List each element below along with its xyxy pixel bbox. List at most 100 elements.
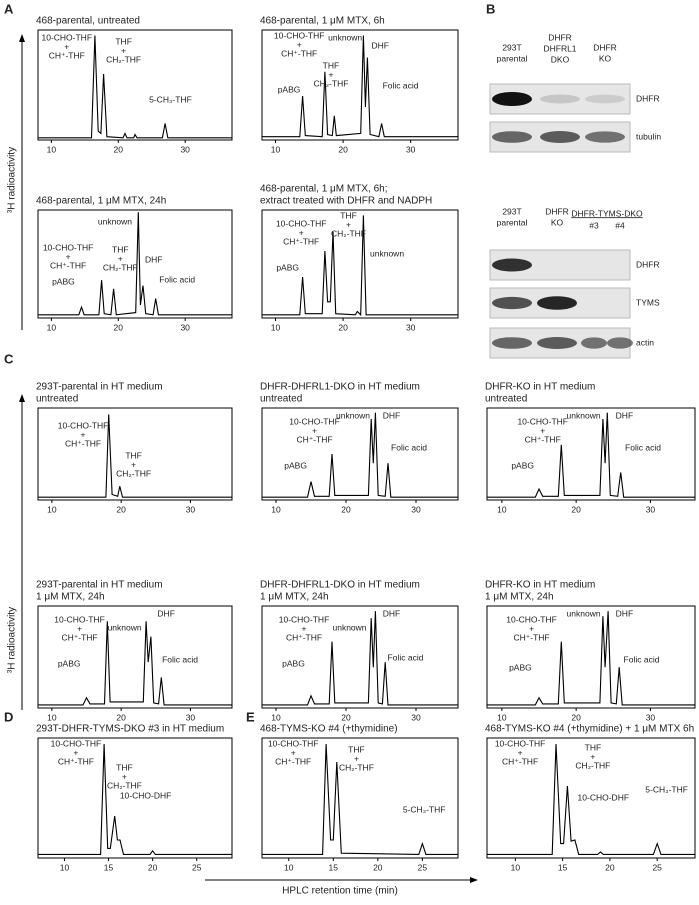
panel-label: E xyxy=(246,709,255,724)
peak-label: + xyxy=(73,747,78,757)
peak-label: CH₂-THF xyxy=(107,780,142,790)
row-label: DHFR xyxy=(636,93,660,103)
plot-frame xyxy=(486,737,696,859)
chart-title: 1 μM MTX, 24h xyxy=(485,592,554,603)
peak-label: THF xyxy=(340,210,357,220)
peak-label: 10-CHO-DHF xyxy=(120,790,171,800)
peak-label: CH⁺-THF xyxy=(296,434,332,444)
peak-label: pABG xyxy=(511,460,534,470)
peak-label: + xyxy=(66,251,71,261)
band xyxy=(585,131,625,143)
plot-frame xyxy=(486,605,696,709)
band xyxy=(537,337,577,349)
x-tick-label: 20 xyxy=(116,504,126,514)
plot-frame xyxy=(261,737,459,859)
x-tick-label: 10 xyxy=(284,862,294,872)
chart-title: extract treated with DHFR and NADPH xyxy=(260,196,432,207)
chart-title: DHFR-KO in HT medium xyxy=(485,580,595,591)
peak-label: 5-CH₃-THF xyxy=(403,804,446,814)
x-tick-label: 10 xyxy=(47,322,57,332)
trace xyxy=(38,743,232,855)
chart-title: DHFR-DHFRL1-DKO in HT medium xyxy=(260,580,420,591)
peak-label: unknown xyxy=(328,32,362,42)
x-tick-label: 30 xyxy=(411,712,421,722)
peak-label: + xyxy=(540,425,545,435)
x-tick-label: 10 xyxy=(47,504,57,514)
peak-label: Folic acid xyxy=(388,652,424,662)
x-tick-label: 10 xyxy=(271,504,281,514)
peak-label: DHF xyxy=(616,608,633,618)
peak-label: 10-CHO-THF xyxy=(289,416,340,426)
peak-label: Folic acid xyxy=(625,442,661,452)
peak-label: THF xyxy=(112,244,129,254)
peak-label: CH⁺-THF xyxy=(281,48,317,58)
x-tick-label: 10 xyxy=(271,144,281,154)
lane-label: #3 xyxy=(589,220,599,230)
plot-frame xyxy=(261,29,459,141)
trace xyxy=(262,611,458,706)
chart-title: 468-parental, 1 μM MTX, 24h xyxy=(36,196,166,207)
peak-label: THF xyxy=(585,742,602,752)
peak-label: pABG xyxy=(58,658,81,668)
chart-title: DHFR-DHFRL1-DKO in HT medium xyxy=(260,382,420,393)
peak-label: DHF xyxy=(145,254,162,264)
x-tick-label: 20 xyxy=(338,322,348,332)
x-tick-label: 10 xyxy=(497,712,507,722)
lane-label: DHFR xyxy=(548,32,572,42)
peak-label: 10-CHO-THF xyxy=(41,32,92,42)
y-axis-label: ³H radioactivity xyxy=(7,147,18,213)
lane-label: KO xyxy=(551,217,564,227)
y-axis-label: ³H radioactivity xyxy=(7,607,18,673)
row-label: DHFR xyxy=(636,259,660,269)
peak-label: + xyxy=(518,747,523,757)
lane-label: #4 xyxy=(615,220,625,230)
lane-label: parental xyxy=(497,53,528,63)
peak-label: Folic acid xyxy=(624,654,660,664)
x-tick-label: 25 xyxy=(192,862,202,872)
x-tick-label: 20 xyxy=(338,144,348,154)
x-tick-label: 20 xyxy=(605,862,615,872)
peak-label: THF xyxy=(125,450,142,460)
panel-label: B xyxy=(486,1,495,16)
band xyxy=(492,258,532,272)
chart-title: 468-TYMS-KO #4 (+thymidine) + 1 μM MTX 6… xyxy=(485,724,694,735)
band xyxy=(492,92,532,106)
trace xyxy=(262,215,458,317)
x-tick-label: 10 xyxy=(47,144,57,154)
peak-label: 10-CHO-THF xyxy=(276,218,327,228)
x-tick-label: 30 xyxy=(406,144,416,154)
trace xyxy=(38,414,232,498)
x-tick-label: 30 xyxy=(646,504,656,514)
x-tick-label: 15 xyxy=(329,862,339,872)
peak-label: + xyxy=(302,623,307,633)
band xyxy=(540,94,580,104)
plot-frame xyxy=(37,209,233,319)
chart-title: 468-TYMS-KO #4 (+thymidine) xyxy=(260,724,398,735)
peak-label: + xyxy=(346,219,351,229)
peak-label: + xyxy=(64,41,69,51)
peak-label: + xyxy=(77,623,82,633)
x-tick-label: 20 xyxy=(114,322,124,332)
peak-label: 10-CHO-THF xyxy=(43,242,94,252)
peak-label: Folic acid xyxy=(391,442,427,452)
x-tick-label: 10 xyxy=(47,712,57,722)
band xyxy=(581,337,607,349)
trace xyxy=(38,35,232,139)
peak-label: 10-CHO-DHF xyxy=(578,792,629,802)
peak-label: CH₂-THF xyxy=(116,468,151,478)
peak-label: + xyxy=(291,747,296,757)
peak-label: pABG xyxy=(278,84,301,94)
x-tick-label: 30 xyxy=(646,712,656,722)
peak-label: 5-CH₃-THF xyxy=(645,784,688,794)
panel-label: C xyxy=(4,351,14,366)
peak-label: DHF xyxy=(157,608,174,618)
x-tick-label: 10 xyxy=(271,712,281,722)
peak-label: 10-CHO-THF xyxy=(54,614,105,624)
trace xyxy=(487,743,695,855)
lane-label: DHFRL1 xyxy=(543,43,576,53)
peak-label: unknown xyxy=(332,622,366,632)
plot-frame xyxy=(37,407,233,501)
trace xyxy=(262,743,458,855)
peak-label: unknown xyxy=(370,248,404,258)
peak-label: CH⁺-THF xyxy=(50,260,86,270)
